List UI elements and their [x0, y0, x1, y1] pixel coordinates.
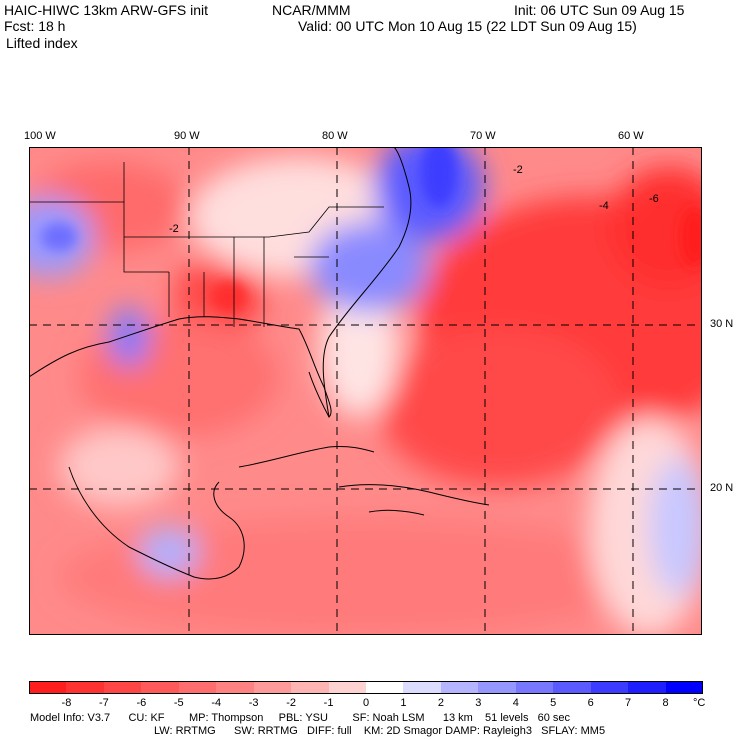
lon-label-80w: 80 W: [322, 130, 348, 142]
colorbar-swatch: [141, 681, 180, 694]
colorbar-swatch: [178, 681, 217, 694]
lon-label-100w: 100 W: [24, 130, 56, 142]
colorbar-swatch: [478, 681, 517, 694]
lat-label-20n: 20 N: [710, 482, 734, 494]
contour-label: -6: [649, 193, 659, 205]
valid-time: Valid: 00 UTC Mon 10 Aug 15 (22 LDT Sun …: [298, 18, 637, 34]
fine-shading: [41, 147, 702, 313]
colorbar-swatch: [553, 681, 592, 694]
colorbar-swatch: [628, 681, 667, 694]
colorbar-swatch: [665, 681, 704, 694]
colorbar-tick-label: 7: [625, 697, 632, 709]
colorbar-tick-label: 0: [362, 697, 370, 709]
latlon-grid: [29, 147, 702, 635]
colorbar-unit: °C: [693, 697, 706, 709]
colorbar-tick-label: -8: [61, 697, 72, 709]
field-name: Lifted index: [6, 35, 78, 51]
lon-label-60w: 60 W: [618, 130, 644, 142]
org-label: NCAR/MMM: [272, 2, 351, 18]
colorbar-swatch: [29, 681, 67, 694]
colorbar-tick-label: -7: [98, 697, 109, 709]
colorbar-swatch: [366, 681, 404, 694]
colorbar-tick-label: 5: [550, 697, 557, 709]
model-title: HAIC-HIWC 13km ARW-GFS init: [4, 2, 209, 18]
init-time: Init: 06 UTC Sun 09 Aug 15: [514, 2, 685, 18]
lon-label-70w: 70 W: [470, 130, 496, 142]
colorbar-tick-label: -5: [173, 697, 184, 709]
forecast-hour: Fcst: 18 h: [4, 18, 66, 34]
colorbar-tick-label: 3: [475, 697, 482, 709]
colorbar-tick-label: -1: [323, 697, 334, 709]
colorbar-tick-label: 8: [662, 697, 669, 709]
shading-layer: [29, 147, 702, 635]
colorbar-swatch: [403, 681, 442, 694]
colorbar-tick-label: 2: [437, 697, 444, 709]
coastlines: [29, 147, 490, 580]
contour-label: -2: [513, 164, 523, 176]
colorbar-tick-label: 6: [587, 697, 594, 709]
lat-label-30n: 30 N: [710, 318, 734, 330]
colorbar-tick-label: 4: [512, 697, 519, 709]
lifted-index-map: -2 -4 -6 -2: [29, 147, 702, 635]
colorbar-tick-label: -2: [286, 697, 296, 709]
colorbar-tick-label: -6: [136, 697, 147, 709]
contour-label: -2: [169, 223, 179, 235]
colorbar: [29, 681, 704, 694]
colorbar-swatch: [590, 681, 629, 694]
colorbar-tick-label: 1: [400, 697, 407, 709]
colorbar-swatch: [253, 681, 292, 694]
colorbar-tick-label: -3: [248, 697, 259, 709]
colorbar-swatch: [440, 681, 479, 694]
colorbar-swatch: [66, 681, 105, 694]
map-frame: [29, 147, 702, 635]
colorbar-border: [29, 681, 703, 694]
contour-label: -4: [599, 200, 609, 212]
colorbar-swatch: [515, 681, 554, 694]
model-info-line1: Model Info: V3.7 CU: KF MP: Thompson PBL…: [30, 712, 571, 724]
colorbar-swatch: [291, 681, 330, 694]
lon-label-90w: 90 W: [174, 130, 200, 142]
state-borders: [29, 162, 384, 327]
colorbar-swatch: [103, 681, 142, 694]
colorbar-tick-label: -4: [211, 697, 222, 709]
colorbar-swatch: [328, 681, 367, 694]
model-info-line2: LW: RRTMG SW: RRTMG DIFF: full KM: 2D Sm…: [154, 725, 606, 737]
colorbar-swatch: [216, 681, 255, 694]
